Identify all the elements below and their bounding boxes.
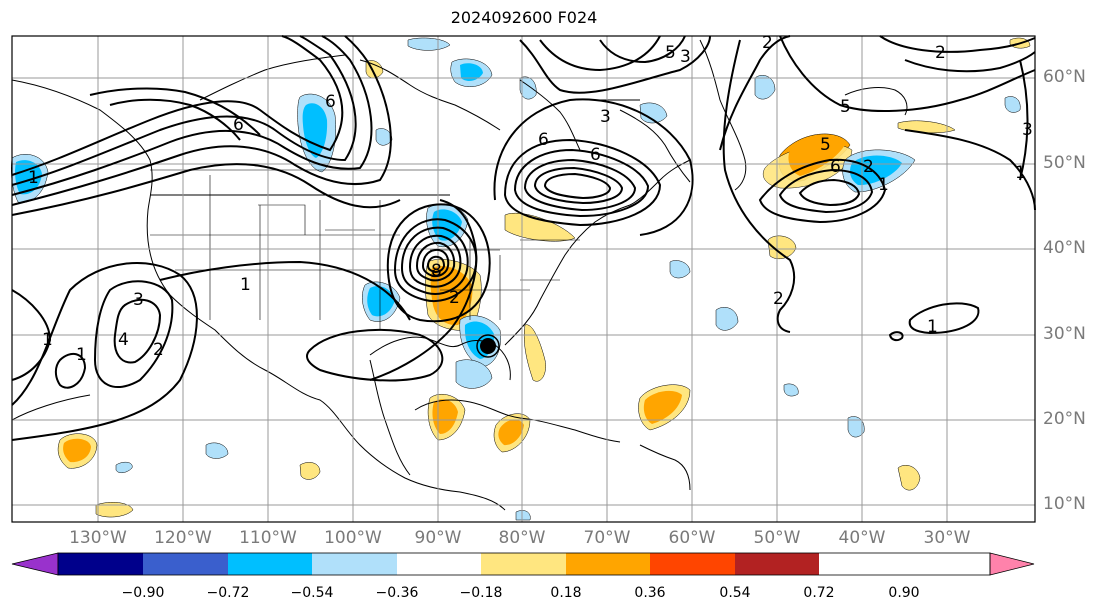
map-title: 2024092600 F024 [450, 8, 598, 27]
contour-label: 1 [42, 330, 53, 350]
colorbar-tick: −0.90 [121, 585, 165, 601]
contour-label: 2 [762, 33, 773, 53]
contour-label: 2 [935, 43, 946, 63]
colorbar-segment [735, 553, 819, 575]
contour-label: 6 [590, 145, 601, 165]
lon-label: 70°W [583, 528, 631, 548]
lat-label: 20°N [1043, 409, 1086, 429]
lat-label: 40°N [1043, 238, 1086, 258]
lon-label: 30°W [923, 528, 971, 548]
colorbar-segment [397, 553, 481, 575]
contour-label: 1 [28, 168, 39, 188]
contour-label: 3 [600, 107, 611, 127]
colorbar [11, 552, 1035, 576]
contour-label: 6 [538, 130, 549, 150]
lon-label: 80°W [498, 528, 546, 548]
lon-label: 60°W [668, 528, 716, 548]
contour-label: 1 [1015, 163, 1026, 183]
contour-label: 4 [118, 330, 129, 350]
contour-label: 3 [133, 290, 144, 310]
contour-label: 2 [863, 157, 874, 177]
map-border [11, 35, 1036, 523]
contour-label: 5 [840, 97, 851, 117]
colorbar-tick: −0.18 [459, 585, 503, 601]
colorbar-tick: 0.72 [803, 585, 835, 601]
lat-label: 10°N [1043, 494, 1086, 514]
contour-label: 1 [76, 345, 87, 365]
colorbar-extend-high [989, 552, 1035, 576]
contour-label: 6 [830, 157, 841, 177]
lat-label: 50°N [1043, 153, 1086, 173]
contour-label: 6 [233, 115, 244, 135]
colorbar-segment [143, 553, 228, 575]
lon-label: 100°W [324, 528, 382, 548]
colorbar-extend-low [11, 552, 59, 576]
contour-label: 8 [431, 261, 442, 281]
coastlines [11, 39, 908, 511]
lat-label: 30°N [1043, 324, 1086, 344]
contour-label: 1 [927, 317, 938, 337]
lon-label: 90°W [414, 528, 462, 548]
colorbar-segment [650, 553, 735, 575]
colorbar-segment [481, 553, 566, 575]
lon-label: 130°W [69, 528, 127, 548]
lon-label: 120°W [154, 528, 212, 548]
lat-lon-grid [12, 36, 1035, 522]
lon-label: 40°W [838, 528, 886, 548]
contour-label: 2 [773, 289, 784, 309]
negative-anomaly-shading [11, 37, 1021, 521]
contour-label: 6 [325, 92, 336, 112]
colorbar-tick: 0.90 [888, 585, 920, 601]
colorbar-segment [228, 553, 312, 575]
contour-label: 5 [820, 135, 831, 155]
colorbar-outline [57, 552, 991, 576]
contour-label: 1 [240, 275, 251, 295]
colorbar-tick: −0.72 [206, 585, 250, 601]
contour-lines [11, 35, 1036, 441]
contour-label: 1 [878, 175, 889, 195]
colorbar-segment [58, 553, 143, 575]
contour-label: 2 [153, 340, 164, 360]
colorbar-segment [312, 553, 397, 575]
colorbar-tick: 0.54 [719, 585, 751, 601]
colorbar-tick: 0.36 [634, 585, 666, 601]
lon-label: 50°W [753, 528, 801, 548]
colorbar-tick: −0.54 [290, 585, 334, 601]
lat-label: 60°N [1043, 67, 1086, 87]
lon-label: 110°W [239, 528, 297, 548]
contour-label: 3 [1022, 120, 1033, 140]
contour-label: 3 [680, 47, 691, 67]
contour-label: 5 [665, 43, 676, 63]
colorbar-tick: 0.18 [550, 585, 582, 601]
storm-center-ring [476, 334, 500, 358]
storm-center-marker [480, 338, 496, 354]
colorbar-tick: −0.36 [375, 585, 419, 601]
contour-label: 2 [449, 288, 460, 308]
colorbar-segment [566, 553, 650, 575]
